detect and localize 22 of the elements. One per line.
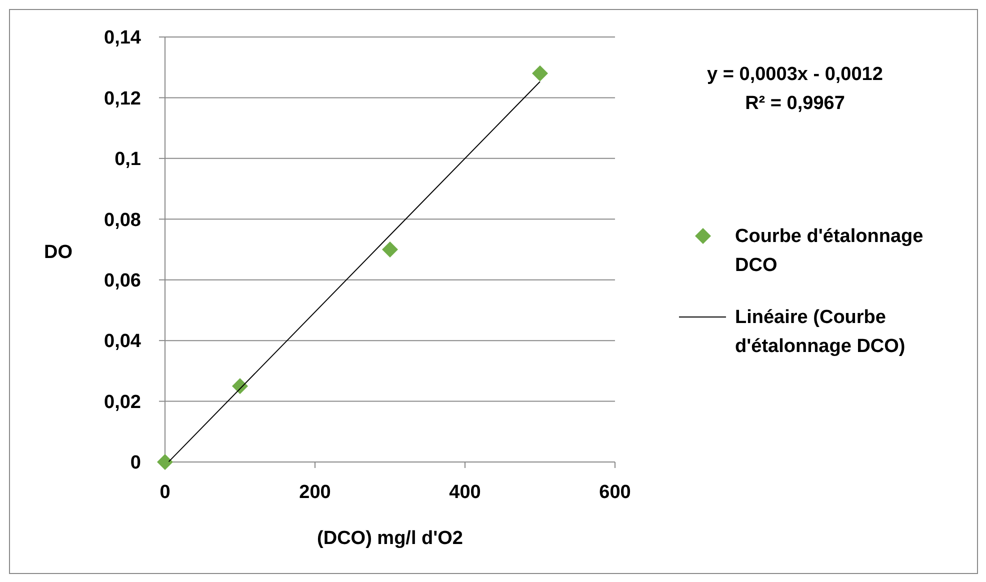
point bbox=[532, 65, 548, 82]
legend-label: Courbe d'étalonnage DCO bbox=[735, 226, 924, 276]
y-tick-label: 0,04 bbox=[104, 331, 142, 352]
point bbox=[157, 454, 173, 470]
y-tick-label: 0,12 bbox=[104, 88, 141, 110]
y-tick-label: 0,14 bbox=[104, 28, 142, 49]
legend-label: Linéaire (Courbe d'étalonnage DCO) bbox=[735, 307, 906, 357]
y-tick-label: 0,08 bbox=[104, 210, 141, 231]
y-tick-label: 0,1 bbox=[114, 149, 142, 170]
y-axis-title: DO bbox=[44, 242, 72, 263]
x-tick-label: 0 bbox=[160, 482, 170, 503]
text: R² = 0,9967 bbox=[745, 93, 845, 114]
x-tick-label: 600 bbox=[599, 482, 631, 503]
x-tick-label: 400 bbox=[449, 482, 481, 503]
point bbox=[232, 378, 248, 394]
text: y = 0,0003x - 0,0012 bbox=[707, 64, 883, 85]
x-axis-title: (DCO) mg/l d'O2 bbox=[317, 528, 463, 549]
y-tick-label: 0,02 bbox=[104, 392, 141, 413]
point bbox=[382, 242, 398, 258]
y-tick-label: 0 bbox=[130, 452, 141, 474]
x-tick-label: 200 bbox=[299, 482, 331, 503]
y-tick-label: 0,06 bbox=[104, 270, 141, 292]
